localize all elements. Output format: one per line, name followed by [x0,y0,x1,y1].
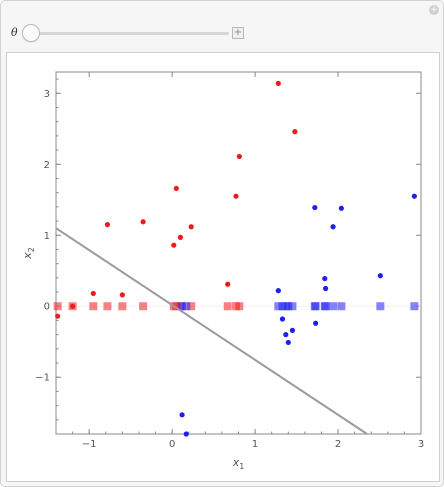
x-tick-label: −1 [82,439,97,450]
expand-plus-icon[interactable]: + [232,27,244,39]
projection-square-red [223,302,232,311]
data-point-blue [285,339,291,346]
projection-square-blue [288,302,297,311]
scatter-plot: −1 0 1 2 3 −1 0 1 2 3 x1 x2 [21,71,424,471]
data-point-blue [279,316,286,322]
x-tick-label: 3 [418,439,424,450]
data-point-red [236,153,242,160]
data-point-red [171,242,177,248]
data-point-blue [289,327,296,333]
data-point-red [104,222,111,228]
projection-square-red [53,302,62,311]
y-tick-label: −1 [35,373,50,384]
projection-square-red [235,302,244,311]
projection-square-blue [329,302,338,311]
data-point-red [292,129,298,135]
x-tick-label: 1 [252,439,258,450]
projection-square-blue [337,302,346,311]
projection-square-red [139,302,148,311]
data-point-blue [330,224,336,230]
data-point-blue [323,285,329,292]
data-point-blue [183,431,189,437]
y-tick-label: 2 [44,160,50,171]
plot-panel: −1 0 1 2 3 −1 0 1 2 3 x1 x2 [6,52,440,482]
projection-square-red [118,302,127,311]
theta-slider-track[interactable] [33,32,229,35]
data-point-red [233,193,239,199]
theta-label: θ [11,26,18,39]
data-point-red [140,219,146,225]
data-point-red [225,281,231,287]
projection-square-blue [410,302,419,311]
data-point-blue [275,288,281,294]
data-point-red [119,292,125,298]
projection-square-blue [274,302,283,311]
projection-square-blue [376,302,385,311]
projection-square-blue [182,302,191,311]
data-point-blue [312,204,318,211]
projection-square-blue [284,302,293,311]
x-axis-label: x1 [232,456,245,471]
projection-square-red [103,302,112,311]
data-point-blue [322,275,328,282]
projection-square-blue [311,302,320,311]
data-point-blue [179,412,185,418]
data-point-red [90,290,96,297]
projection-square-red [187,302,196,311]
x-tick-label: 0 [169,439,175,450]
data-point-blue [338,205,344,211]
plot-frame [55,71,422,435]
y-axis-label: x2 [21,247,36,260]
data-point-red [275,80,281,86]
projection-square-blue [178,302,187,311]
x-tick-label: 2 [335,439,341,450]
data-point-red [177,234,184,240]
data-point-red [173,185,179,192]
theta-slider-thumb[interactable] [22,24,40,42]
decision-line [55,227,368,435]
data-point-blue [411,193,417,199]
data-point-red [69,303,76,309]
data-point-blue [283,332,289,338]
data-point-red [188,224,194,230]
data-point-red [55,313,61,319]
data-point-blue [313,320,319,326]
projection-square-blue [321,302,330,311]
theta-control: θ + [11,23,244,43]
data-point-blue [377,273,383,279]
y-tick-label: 0 [44,302,50,313]
projection-square-red [172,302,181,311]
projection-square-red [89,302,98,311]
y-tick-label: 3 [44,89,50,100]
options-plus-circle-icon[interactable]: + [429,5,439,15]
y-tick-label: 1 [44,231,50,242]
